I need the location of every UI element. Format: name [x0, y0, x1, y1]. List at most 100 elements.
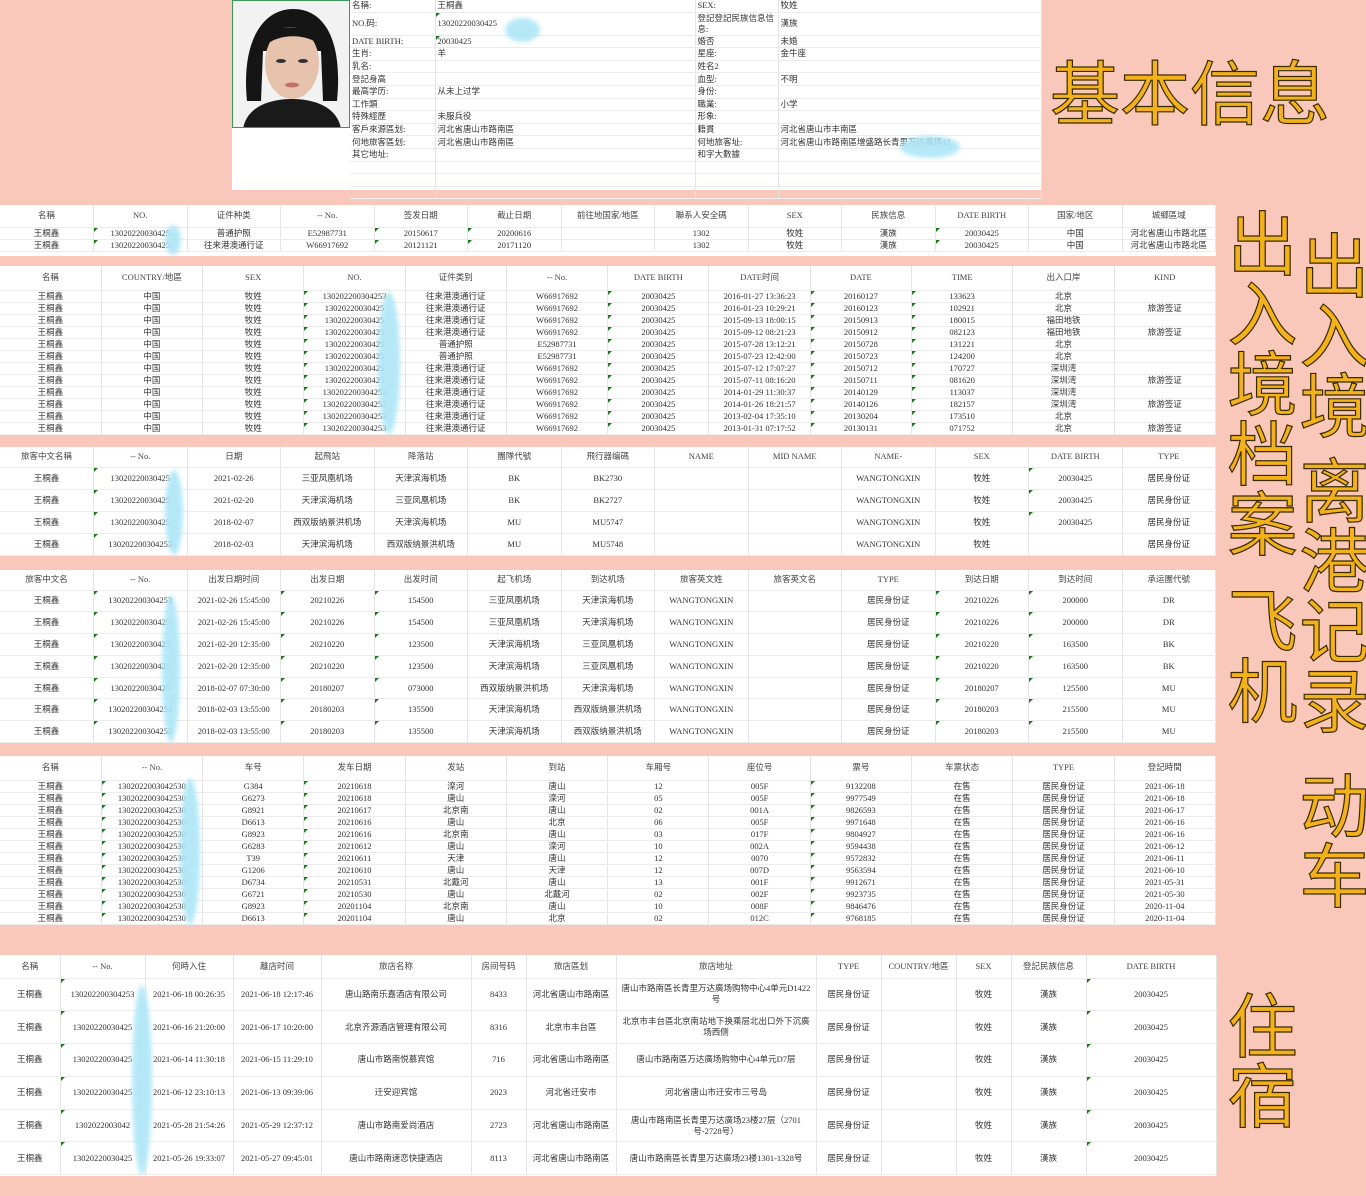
table-cell: 唐山: [506, 852, 609, 865]
column-header: 名稱: [0, 756, 102, 781]
table-cell: WANGTONGXIN: [841, 467, 936, 490]
flight-table: 旅客中文名 -- No. 出发日期时间 出发日期 出发时间 起飞机场 到达机场 旅客英文姓 旅客…: [0, 570, 1216, 744]
table-cell: 20030425: [607, 374, 710, 387]
entry_exit-header: 名稱 COUNTRY/地區 SEX NO. 证件类别 -- No. DATE BIRTH DA…: [0, 266, 1217, 291]
table-cell: 2021-02-20 12:35:00: [187, 655, 281, 678]
table-cell: 中国: [101, 422, 204, 435]
info-label: 血型:: [695, 72, 779, 86]
table-cell: 天津: [506, 864, 609, 877]
info-row: [350, 186, 1042, 200]
archive-section: 名稱 NO. 证件种类 -- No. 签发日期 截止日期 前往地国家/地區 聯系人安全碼 SEX…: [0, 205, 1216, 256]
table-cell: 王桐鑫: [0, 828, 102, 841]
info-row: 生肖: 羊星座: 金牛座: [350, 47, 1042, 61]
table-cell: 2016-01-23 10:29:21: [708, 302, 811, 315]
table-row: 王桐鑫 13020220030425 2021-02-20 12:35:00 2021…: [0, 655, 1216, 678]
table-cell: 居民身份证: [1122, 533, 1216, 556]
table-cell: 2018-02-07 07:30:00: [187, 677, 281, 700]
table-cell: 9977549: [810, 792, 913, 805]
info-value: [778, 161, 1042, 175]
table-cell: 在售: [911, 900, 1014, 913]
table-cell: 20030425: [1028, 467, 1123, 490]
table-cell: 130202200304253: [93, 720, 188, 744]
table-cell: 02: [607, 804, 710, 817]
table-cell: 20180203: [935, 720, 1029, 744]
table-cell: 天津滨海机场: [467, 655, 562, 678]
table-cell: 130202200304253: [93, 590, 188, 613]
table-cell: 20210611: [303, 852, 406, 865]
table-cell: 漢族: [841, 227, 936, 240]
table-cell: 13020220030425: [60, 1076, 146, 1110]
info-label: 姓名2: [695, 60, 779, 74]
table-cell: 1302022003042530: [101, 864, 204, 877]
table-cell: 王桐鑫: [0, 338, 102, 351]
table-cell: 天津滨海机场: [467, 698, 562, 722]
table-cell: 2021-06-16 21:20:00: [145, 1010, 234, 1045]
info-row: [350, 173, 1042, 187]
table-cell: 天津: [405, 852, 507, 865]
table-cell: 中国: [1028, 227, 1123, 240]
table-cell: BK2727: [561, 489, 655, 512]
table-row: 王桐鑫 中国 牧姓 130202200304253 往来港澳通行证 W66917692 20…: [0, 410, 1217, 423]
table-cell: 深圳湾: [1012, 386, 1115, 399]
table-cell: W66917692: [506, 314, 609, 327]
table-cell: 005F: [708, 816, 811, 829]
table-cell: 2021-06-16: [1114, 816, 1217, 829]
table-cell: 13020220030425: [303, 302, 406, 315]
table-cell: 王桐鑫: [0, 677, 94, 700]
table-cell: 9132208: [810, 780, 913, 793]
table-cell: 天津滨海机场: [561, 677, 655, 700]
table-cell: 20150711: [810, 374, 913, 387]
table-cell: 居民身份证: [1012, 852, 1115, 865]
column-header: 名稱: [0, 266, 102, 291]
table-cell: 中国: [101, 350, 204, 363]
table-cell: 王桐鑫: [0, 533, 94, 556]
table-cell: 20201104: [303, 900, 406, 913]
column-header: 票号: [810, 756, 913, 781]
table-cell: 9572832: [810, 852, 913, 865]
table-cell: 牧姓: [956, 1076, 1012, 1110]
table-cell: 20140129: [810, 386, 913, 399]
table-cell: 073000: [374, 677, 468, 700]
table-row: 王桐鑫 1302022003042530 D6613 20210616 唐山 北京 06 00…: [0, 816, 1217, 829]
table-cell: 20210612: [303, 840, 406, 853]
table-cell: [1114, 290, 1217, 303]
table-cell: 北戴河: [405, 876, 507, 889]
table-cell: G6283: [202, 840, 305, 853]
table-cell: 往来港澳通行证: [405, 326, 507, 339]
table-cell: 王桐鑫: [0, 314, 102, 327]
table-cell: 天津滨海机场: [374, 511, 468, 534]
table-cell: WANGTONGXIN: [654, 720, 749, 744]
table-cell: 20210220: [280, 655, 375, 678]
table-cell: MU: [1122, 677, 1216, 700]
column-header: 旅客英文姓: [654, 570, 749, 591]
info-label: [350, 186, 436, 200]
info-value: 小学: [778, 98, 1042, 112]
info-label: 形象:: [695, 110, 779, 124]
overlay-label-departure: 离港记录: [1287, 454, 1366, 735]
basic-info-sheet: 名稱: 王桐鑫 SEX: 牧姓 NO.码: 13020220030425 登記登記民族信息信…: [232, 0, 1042, 200]
table-cell: 牧姓: [956, 978, 1012, 1012]
table-cell: 王桐鑫: [0, 374, 102, 387]
table-cell: [748, 655, 842, 678]
column-header: -- No.: [93, 570, 188, 591]
table-cell: 唐山: [506, 828, 609, 841]
table-cell: 中国: [101, 398, 204, 411]
column-header: 出发时间: [374, 570, 468, 591]
table-row: 王桐鑫 中国 牧姓 130202200304253 往来港澳通行证 W66917692 20…: [0, 290, 1217, 303]
table-row: 王桐鑫 中国 牧姓 130202200304253 往来港澳通行证 W66917692 20…: [0, 386, 1217, 399]
table-row: 王桐鑫 中国 牧姓 130202200304253 往来港澳通行证 W66917692 20…: [0, 398, 1217, 411]
table-cell: 005F: [708, 792, 811, 805]
table-cell: 旅游签证: [1114, 374, 1217, 387]
table-cell: 居民身份证: [841, 655, 936, 678]
table-cell: 20030425: [1086, 1141, 1217, 1176]
column-header: 承运團代號: [1122, 570, 1216, 591]
info-value: [435, 148, 696, 162]
table-cell: 125500: [1028, 677, 1123, 700]
table-cell: 三亚凤凰机场: [467, 590, 562, 613]
table-cell: 20030425: [607, 290, 710, 303]
table-cell: 王桐鑫: [0, 888, 102, 901]
table-cell: 王桐鑫: [0, 489, 94, 512]
table-cell: G8923: [202, 900, 305, 913]
archive-header: 名稱 NO. 证件种类 -- No. 签发日期 截止日期 前往地国家/地區 聯系人安全碼 SEX…: [0, 205, 1216, 228]
table-row: 王桐鑫 中国 牧姓 13020220030425 普通护照 E52987731 200304…: [0, 350, 1217, 363]
